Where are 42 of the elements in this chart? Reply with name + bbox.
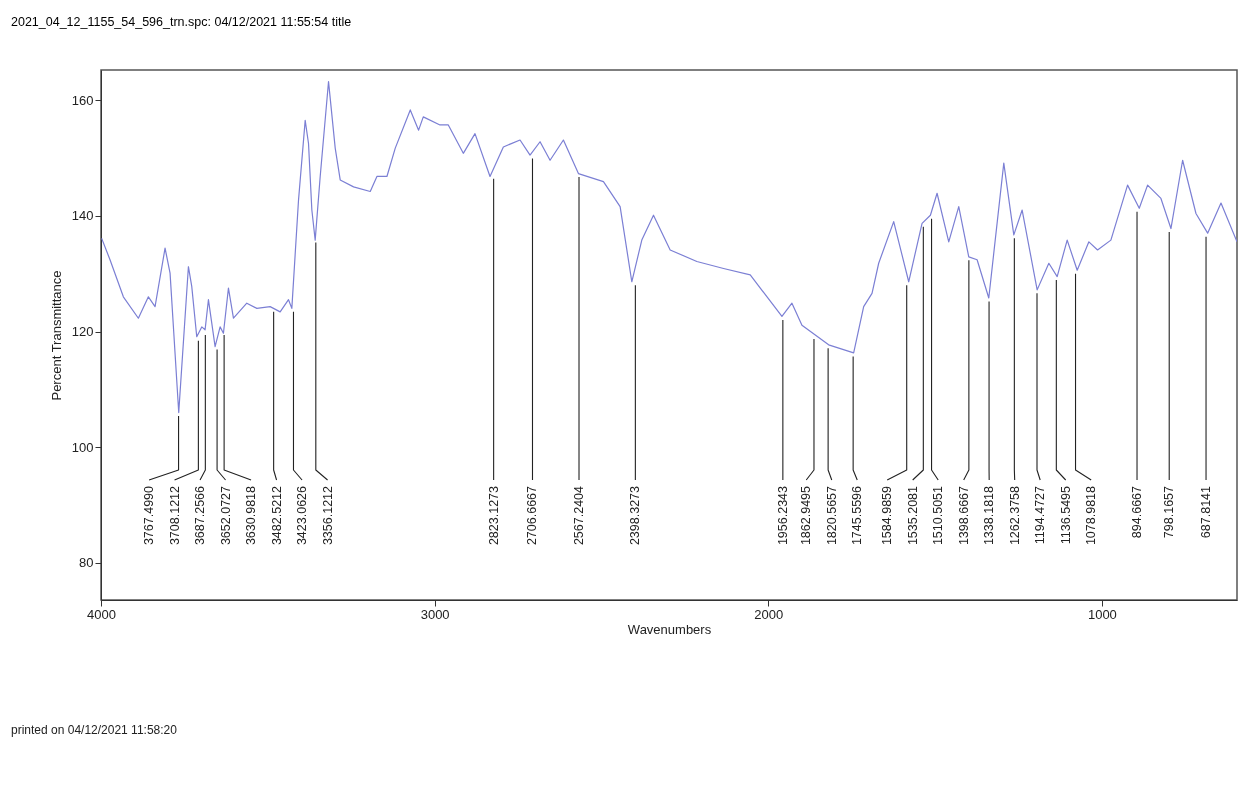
annotation: 3356.1212 — [320, 485, 335, 546]
x-tick-label: 4000 — [87, 606, 116, 622]
text: printed on 04/12/2021 11:58:20 — [11, 723, 178, 737]
x-tick-label: 2000 — [754, 606, 784, 622]
annotation: 1862.9495 — [799, 485, 814, 546]
annotation: 1194.4727 — [1033, 485, 1048, 545]
annotation: 3687.2566 — [193, 485, 208, 546]
y-tick-label: 120 — [71, 324, 94, 340]
annotation: 3482.5212 — [269, 485, 284, 546]
x-tick-label: 3000 — [420, 606, 450, 622]
annotation: 1078.9818 — [1084, 485, 1099, 546]
annotation: 1262.3758 — [1007, 485, 1022, 546]
annotation: 1584.9859 — [880, 485, 895, 546]
annotation: 1956.2343 — [775, 485, 790, 546]
y-tick-label: 140 — [71, 208, 94, 224]
annotation: 3708.1212 — [167, 485, 182, 546]
y-tick-label: 80 — [79, 555, 94, 571]
annotation: 2398.3273 — [628, 485, 643, 546]
y-axis-title: Percent Transmittance — [48, 270, 64, 401]
line-series — [101, 80, 1237, 414]
annotation: 1398.6667 — [956, 485, 971, 546]
annotation: 1510.5051 — [931, 485, 946, 546]
annotation: 798.1657 — [1162, 485, 1177, 539]
y-tick-label: 100 — [71, 439, 94, 455]
x-tick-label: 1000 — [1087, 606, 1117, 622]
annotation: 3767.4990 — [142, 485, 157, 546]
annotation: 3630.9818 — [244, 485, 259, 546]
annotation: 3652.0727 — [218, 485, 233, 546]
annotation: 2706.6667 — [525, 485, 540, 546]
annotation: 687.8141 — [1199, 485, 1214, 539]
annotation: 1338.1818 — [982, 485, 997, 546]
annotation: 1136.5495 — [1058, 485, 1073, 545]
annotation: 894.6667 — [1130, 485, 1145, 539]
annotation: 1745.5596 — [850, 485, 865, 546]
annotation: 3423.0626 — [295, 485, 310, 546]
y-tick-label: 160 — [71, 92, 94, 108]
x-axis-title: Wavenumbers — [627, 621, 712, 637]
annotation: 1820.5657 — [824, 485, 839, 546]
annotation: 2823.1273 — [486, 485, 501, 546]
chart-title: 2021_04_12_1155_54_596_trn.spc: 04/12/2021 11:55:54 title — [11, 14, 352, 29]
annotation: 2567.2404 — [572, 485, 587, 546]
annotation: 1535.2081 — [905, 485, 920, 546]
